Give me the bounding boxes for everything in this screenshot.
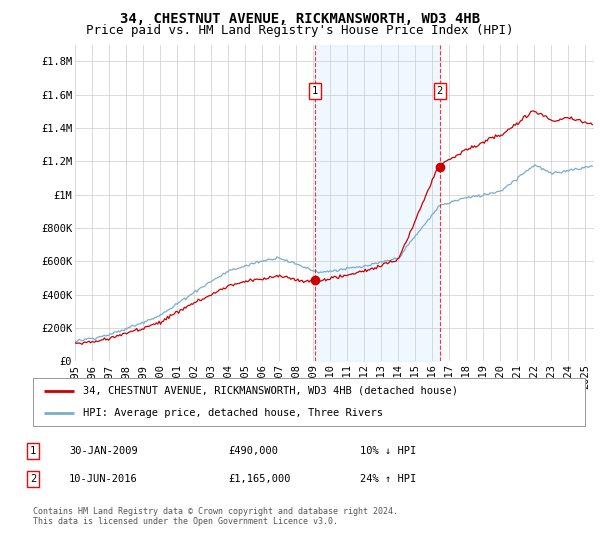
Text: 34, CHESTNUT AVENUE, RICKMANSWORTH, WD3 4HB: 34, CHESTNUT AVENUE, RICKMANSWORTH, WD3 …	[120, 12, 480, 26]
Text: 1: 1	[311, 86, 318, 96]
Text: 10-JUN-2016: 10-JUN-2016	[69, 474, 138, 484]
Text: 30-JAN-2009: 30-JAN-2009	[69, 446, 138, 456]
Text: 24% ↑ HPI: 24% ↑ HPI	[360, 474, 416, 484]
Text: £490,000: £490,000	[228, 446, 278, 456]
Text: 34, CHESTNUT AVENUE, RICKMANSWORTH, WD3 4HB (detached house): 34, CHESTNUT AVENUE, RICKMANSWORTH, WD3 …	[83, 386, 458, 396]
Text: Price paid vs. HM Land Registry's House Price Index (HPI): Price paid vs. HM Land Registry's House …	[86, 24, 514, 37]
Text: HPI: Average price, detached house, Three Rivers: HPI: Average price, detached house, Thre…	[83, 408, 383, 418]
Text: 2: 2	[437, 86, 443, 96]
Text: 10% ↓ HPI: 10% ↓ HPI	[360, 446, 416, 456]
Text: 2: 2	[30, 474, 36, 484]
Text: 1: 1	[30, 446, 36, 456]
Text: £1,165,000: £1,165,000	[228, 474, 290, 484]
Text: Contains HM Land Registry data © Crown copyright and database right 2024.
This d: Contains HM Land Registry data © Crown c…	[33, 507, 398, 526]
